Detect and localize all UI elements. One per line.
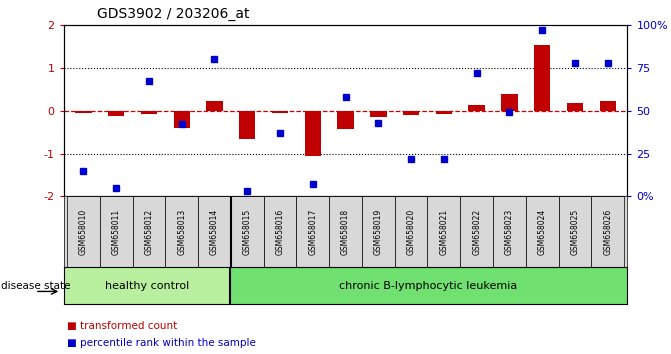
Text: GSM658021: GSM658021 bbox=[440, 209, 448, 255]
Text: GSM658012: GSM658012 bbox=[144, 209, 154, 255]
Bar bbox=[534, 45, 550, 110]
Bar bbox=[468, 105, 485, 110]
Text: ■ percentile rank within the sample: ■ percentile rank within the sample bbox=[67, 338, 256, 348]
Bar bbox=[305, 110, 321, 156]
Bar bbox=[141, 110, 157, 114]
Bar bbox=[501, 94, 517, 110]
FancyBboxPatch shape bbox=[558, 196, 591, 267]
FancyBboxPatch shape bbox=[591, 196, 624, 267]
Text: GSM658023: GSM658023 bbox=[505, 209, 514, 255]
FancyBboxPatch shape bbox=[100, 196, 133, 267]
FancyBboxPatch shape bbox=[198, 196, 231, 267]
FancyBboxPatch shape bbox=[264, 196, 297, 267]
Text: GDS3902 / 203206_at: GDS3902 / 203206_at bbox=[97, 7, 250, 21]
FancyBboxPatch shape bbox=[362, 196, 395, 267]
Bar bbox=[599, 101, 616, 110]
Text: GSM658016: GSM658016 bbox=[276, 209, 285, 255]
Text: healthy control: healthy control bbox=[105, 281, 189, 291]
FancyBboxPatch shape bbox=[493, 196, 526, 267]
Text: GSM658011: GSM658011 bbox=[111, 209, 121, 255]
FancyBboxPatch shape bbox=[67, 196, 100, 267]
Text: GSM658024: GSM658024 bbox=[537, 209, 547, 255]
Text: GSM658019: GSM658019 bbox=[374, 209, 383, 255]
Text: GSM658017: GSM658017 bbox=[308, 209, 317, 255]
Text: GSM658010: GSM658010 bbox=[79, 209, 88, 255]
FancyBboxPatch shape bbox=[231, 196, 264, 267]
Text: GSM658013: GSM658013 bbox=[177, 209, 187, 255]
FancyBboxPatch shape bbox=[297, 196, 329, 267]
Text: GSM658014: GSM658014 bbox=[210, 209, 219, 255]
FancyBboxPatch shape bbox=[229, 267, 627, 304]
Bar bbox=[370, 110, 386, 117]
FancyBboxPatch shape bbox=[165, 196, 198, 267]
FancyBboxPatch shape bbox=[64, 267, 229, 304]
Text: GSM658020: GSM658020 bbox=[407, 209, 415, 255]
Bar bbox=[206, 101, 223, 110]
Text: chronic B-lymphocytic leukemia: chronic B-lymphocytic leukemia bbox=[340, 281, 517, 291]
Text: ■ transformed count: ■ transformed count bbox=[67, 321, 177, 331]
Bar bbox=[338, 110, 354, 129]
FancyBboxPatch shape bbox=[329, 196, 362, 267]
Text: GSM658026: GSM658026 bbox=[603, 209, 612, 255]
Bar bbox=[403, 110, 419, 115]
Bar bbox=[239, 110, 256, 138]
Bar bbox=[108, 110, 124, 116]
Text: disease state: disease state bbox=[1, 281, 71, 291]
Bar bbox=[174, 110, 190, 128]
Bar bbox=[435, 110, 452, 114]
Text: GSM658018: GSM658018 bbox=[341, 209, 350, 255]
Bar bbox=[75, 110, 92, 113]
Text: GSM658015: GSM658015 bbox=[243, 209, 252, 255]
FancyBboxPatch shape bbox=[395, 196, 427, 267]
Text: GSM658022: GSM658022 bbox=[472, 209, 481, 255]
Bar bbox=[567, 103, 583, 110]
FancyBboxPatch shape bbox=[427, 196, 460, 267]
Bar bbox=[272, 110, 289, 113]
Text: GSM658025: GSM658025 bbox=[570, 209, 580, 255]
FancyBboxPatch shape bbox=[133, 196, 165, 267]
FancyBboxPatch shape bbox=[460, 196, 493, 267]
FancyBboxPatch shape bbox=[526, 196, 558, 267]
